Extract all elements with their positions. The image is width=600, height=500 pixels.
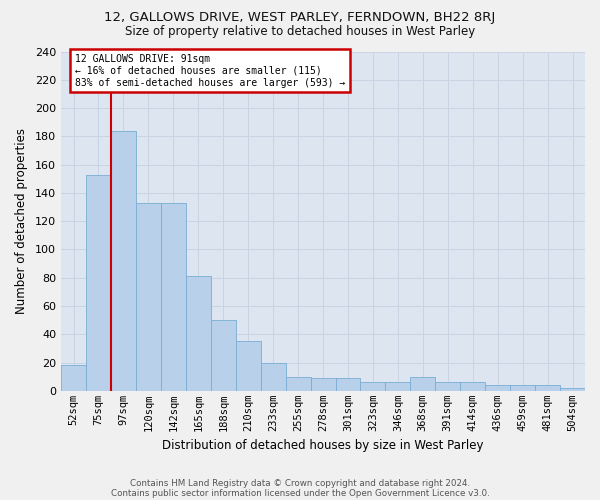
- Bar: [61, 366, 86, 391]
- Text: 12, GALLOWS DRIVE, WEST PARLEY, FERNDOWN, BH22 8RJ: 12, GALLOWS DRIVE, WEST PARLEY, FERNDOWN…: [104, 11, 496, 24]
- Bar: [161, 203, 186, 391]
- Bar: [136, 203, 161, 391]
- Bar: [560, 388, 585, 391]
- Text: Size of property relative to detached houses in West Parley: Size of property relative to detached ho…: [125, 25, 475, 38]
- Bar: [211, 320, 236, 391]
- Bar: [460, 382, 485, 391]
- Bar: [510, 385, 535, 391]
- Text: Contains public sector information licensed under the Open Government Licence v3: Contains public sector information licen…: [110, 488, 490, 498]
- Bar: [86, 174, 111, 391]
- Bar: [111, 130, 136, 391]
- Bar: [535, 385, 560, 391]
- X-axis label: Distribution of detached houses by size in West Parley: Distribution of detached houses by size …: [162, 440, 484, 452]
- Y-axis label: Number of detached properties: Number of detached properties: [15, 128, 28, 314]
- Bar: [186, 276, 211, 391]
- Bar: [311, 378, 335, 391]
- Bar: [260, 362, 286, 391]
- Bar: [335, 378, 361, 391]
- Bar: [236, 342, 260, 391]
- Text: Contains HM Land Registry data © Crown copyright and database right 2024.: Contains HM Land Registry data © Crown c…: [130, 480, 470, 488]
- Bar: [410, 376, 436, 391]
- Bar: [286, 376, 311, 391]
- Bar: [485, 385, 510, 391]
- Text: 12 GALLOWS DRIVE: 91sqm
← 16% of detached houses are smaller (115)
83% of semi-d: 12 GALLOWS DRIVE: 91sqm ← 16% of detache…: [75, 54, 345, 88]
- Bar: [385, 382, 410, 391]
- Bar: [436, 382, 460, 391]
- Bar: [361, 382, 385, 391]
